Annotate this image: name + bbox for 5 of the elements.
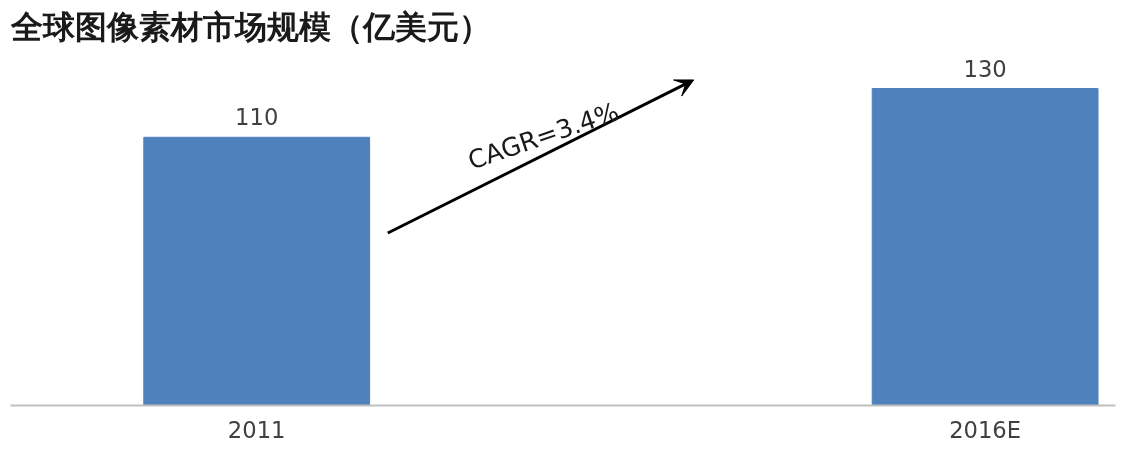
data-label: 130: [963, 55, 1007, 82]
x-tick-label: 2011: [227, 416, 286, 443]
chart-title: 全球图像素材市场规模（亿美元）: [9, 7, 491, 46]
data-label: 110: [235, 104, 279, 131]
x-tick-label: 2016E: [949, 416, 1022, 443]
